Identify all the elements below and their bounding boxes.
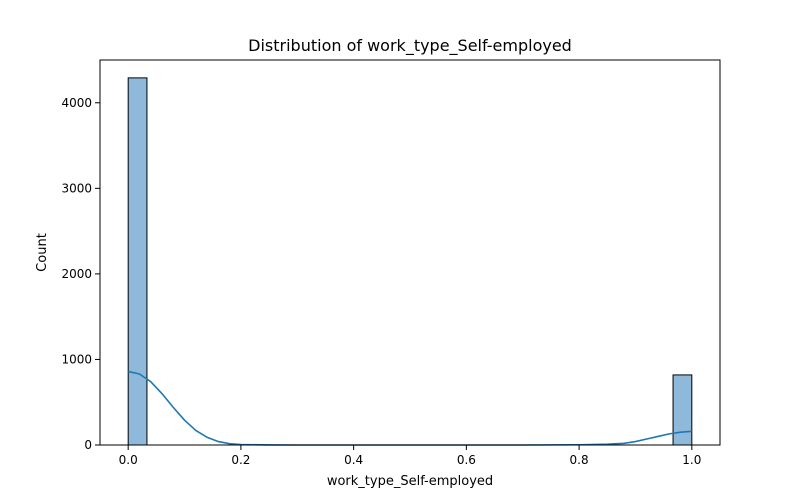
y-tick-label: 1000 [61, 352, 92, 366]
y-tick-label: 4000 [61, 96, 92, 110]
histogram-bar-0 [127, 77, 148, 446]
y-tick-label: 0 [84, 438, 92, 452]
y-tick-label: 3000 [61, 181, 92, 195]
plot-frame [99, 59, 721, 446]
y-axis-ticks: 0 1000 2000 3000 4000 [61, 96, 100, 452]
y-axis-label: Count [35, 233, 50, 272]
x-axis-ticks: 0.0 0.2 0.4 0.6 0.8 1.0 [119, 445, 701, 467]
kde-line [128, 370, 692, 446]
x-axis-label: work_type_Self-employed [327, 474, 493, 489]
chart-title: Distribution of work_type_Self-employed [248, 36, 572, 56]
x-tick-label: 0.0 [119, 453, 138, 467]
x-tick-label: 0.4 [344, 453, 363, 467]
x-tick-label: 0.2 [231, 453, 250, 467]
kde-curve-group [128, 370, 692, 446]
histogram-bar-1 [672, 374, 693, 446]
x-tick-label: 1.0 [682, 453, 701, 467]
histogram-bars [127, 77, 693, 446]
y-tick-label: 2000 [61, 267, 92, 281]
x-tick-label: 0.6 [457, 453, 476, 467]
x-tick-label: 0.8 [570, 453, 589, 467]
